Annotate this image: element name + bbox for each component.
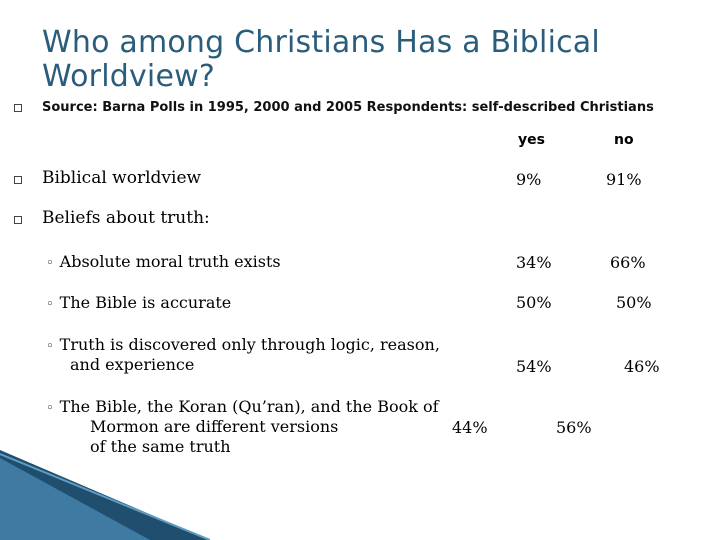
column-header-no: no	[614, 132, 634, 148]
sub-value-no: 46%	[624, 357, 660, 376]
sub-item-label-line1: The Bible, the Koran (Qu’ran), and the B…	[59, 397, 439, 416]
sub-value-yes: 50%	[516, 293, 552, 312]
sub-item-label-line2: Mormon are different versions	[90, 417, 339, 436]
sub-item-label-line3: of the same truth	[90, 437, 231, 456]
ring-bullet-icon: ◦	[46, 401, 54, 416]
ring-bullet-icon: ◦	[46, 339, 54, 354]
sub-item-bible-accurate: ◦ The Bible is accurate	[46, 293, 231, 312]
sub-item-label-line2: and experience	[70, 355, 195, 374]
sub-value-no: 50%	[616, 293, 652, 312]
source-line: Source: Barna Polls in 1995, 2000 and 20…	[42, 100, 654, 115]
slide-title: Who among Christians Has a Biblical Worl…	[42, 25, 600, 94]
sub-value-yes: 34%	[516, 253, 552, 272]
column-header-yes: yes	[518, 132, 545, 148]
sub-value-no: 56%	[556, 418, 592, 437]
corner-decoration-mid	[0, 458, 150, 540]
row-value-yes: 9%	[516, 170, 542, 189]
ring-bullet-icon: ◦	[46, 256, 54, 271]
bullet-box-icon	[14, 216, 22, 224]
sub-item-label: Absolute moral truth exists	[59, 252, 281, 271]
sub-value-yes: 44%	[452, 418, 488, 437]
sub-item-label: The Bible is accurate	[59, 293, 232, 312]
beliefs-heading: Beliefs about truth:	[42, 208, 210, 228]
sub-value-yes: 54%	[516, 357, 552, 376]
sub-value-no: 66%	[610, 253, 646, 272]
sub-item-truth-discovered: ◦ Truth is discovered only through logic,…	[46, 335, 440, 354]
sub-item-label-line1: Truth is discovered only through logic, …	[59, 335, 440, 354]
row-label-biblical-worldview: Biblical worldview	[42, 168, 202, 188]
corner-decoration	[0, 450, 210, 540]
sub-item-absolute-truth: ◦ Absolute moral truth exists	[46, 252, 281, 271]
bullet-box-icon	[14, 104, 22, 112]
bullet-box-icon	[14, 176, 22, 184]
ring-bullet-icon: ◦	[46, 297, 54, 312]
row-value-no: 91%	[606, 170, 642, 189]
sub-item-bible-koran: ◦ The Bible, the Koran (Qu’ran), and the …	[46, 397, 439, 416]
corner-decoration-line	[0, 453, 210, 540]
